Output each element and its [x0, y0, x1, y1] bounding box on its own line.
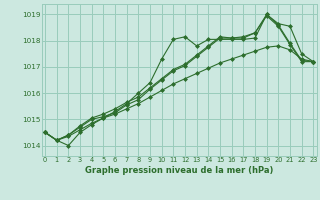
X-axis label: Graphe pression niveau de la mer (hPa): Graphe pression niveau de la mer (hPa)	[85, 166, 273, 175]
